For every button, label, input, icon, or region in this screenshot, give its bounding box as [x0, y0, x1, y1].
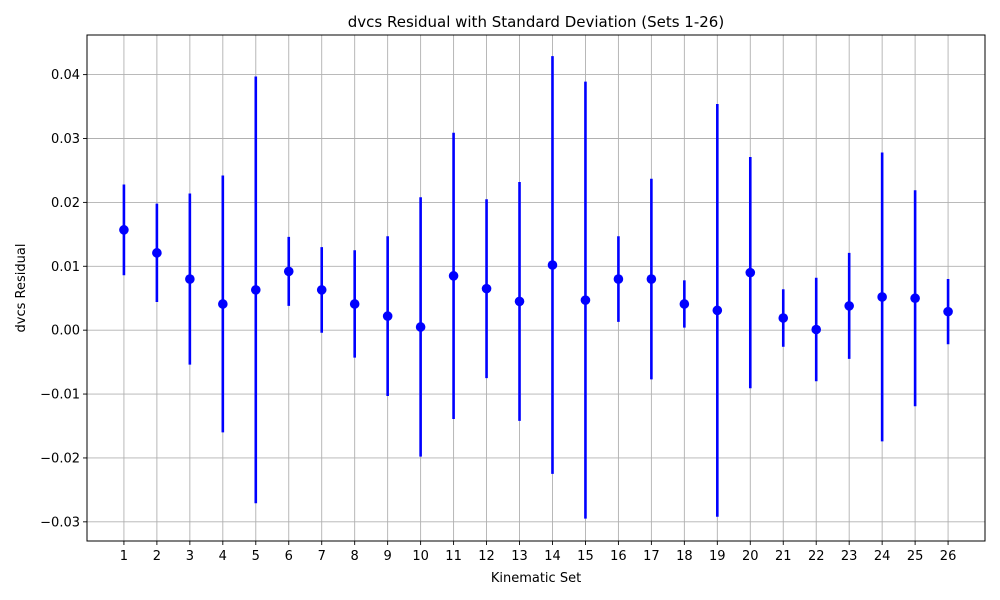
data-point	[943, 306, 953, 317]
data-point	[185, 274, 195, 284]
data-point	[745, 267, 756, 278]
y-axis-label: dvcs Residual	[14, 244, 29, 333]
y-tick-label: 0.03	[51, 132, 80, 147]
x-axis-label: Kinematic Set	[491, 571, 581, 586]
x-tick-label: 26	[940, 549, 957, 564]
plot-frame	[86, 34, 986, 542]
x-tick-label: 23	[841, 549, 858, 564]
data-point	[349, 299, 360, 309]
data-point	[152, 248, 162, 258]
data-point	[910, 293, 920, 304]
data-point	[218, 299, 228, 309]
x-tick-label: 25	[907, 549, 924, 564]
axis-ticks: 1 2 3 4 5 6 7 8 9 10 11 12 13 14 15 16 17 18 19 20 21 22 23 24 2…	[40, 68, 956, 564]
data-point	[481, 283, 492, 294]
x-tick-label: 1	[120, 549, 128, 564]
data-point	[514, 296, 525, 307]
data-point	[382, 311, 393, 321]
x-tick-label: 19	[709, 549, 726, 564]
data-point	[811, 324, 822, 335]
data-point	[283, 266, 294, 277]
y-tick-label: 0.00	[51, 324, 80, 339]
x-tick-label: 18	[676, 549, 693, 564]
x-tick-label: 5	[252, 549, 260, 564]
data-point	[844, 301, 854, 311]
y-tick-label: 0.04	[51, 68, 80, 83]
x-tick-label: 15	[577, 549, 594, 564]
x-tick-label: 14	[544, 549, 561, 564]
data-point	[613, 274, 624, 284]
data-point	[679, 299, 690, 309]
x-tick-label: 9	[384, 549, 392, 564]
data-point	[877, 292, 887, 302]
x-tick-label: 12	[478, 549, 495, 564]
chart-title: dvcs Residual with Standard Deviation (S…	[348, 13, 724, 31]
data-point	[580, 295, 591, 305]
x-tick-label: 16	[610, 549, 627, 564]
y-tick-label: 0.02	[51, 196, 80, 211]
x-tick-label: 6	[285, 549, 293, 564]
x-tick-label: 2	[153, 549, 161, 564]
data-marks	[119, 56, 953, 519]
data-point	[646, 274, 657, 284]
x-tick-label: 20	[742, 549, 759, 564]
x-tick-label: 10	[412, 549, 429, 564]
x-tick-label: 11	[445, 549, 462, 564]
x-tick-label: 17	[643, 549, 660, 564]
x-tick-label: 22	[808, 549, 825, 564]
data-point	[250, 285, 261, 295]
x-tick-label: 7	[318, 549, 326, 564]
data-point	[316, 285, 327, 295]
y-tick-label: −0.03	[40, 515, 80, 530]
x-tick-label: 21	[775, 549, 792, 564]
y-tick-label: −0.01	[40, 388, 80, 403]
x-tick-label: 8	[351, 549, 359, 564]
data-point	[119, 225, 129, 235]
y-tick-label: −0.02	[40, 451, 80, 466]
data-point	[415, 322, 426, 332]
data-point	[778, 313, 789, 323]
data-point	[712, 305, 723, 316]
data-point	[448, 271, 459, 281]
data-point	[547, 260, 558, 270]
x-tick-label: 3	[186, 549, 194, 564]
x-tick-label: 13	[511, 549, 528, 564]
y-tick-label: 0.01	[51, 260, 80, 275]
x-tick-label: 4	[219, 549, 227, 564]
x-tick-label: 24	[874, 549, 891, 564]
